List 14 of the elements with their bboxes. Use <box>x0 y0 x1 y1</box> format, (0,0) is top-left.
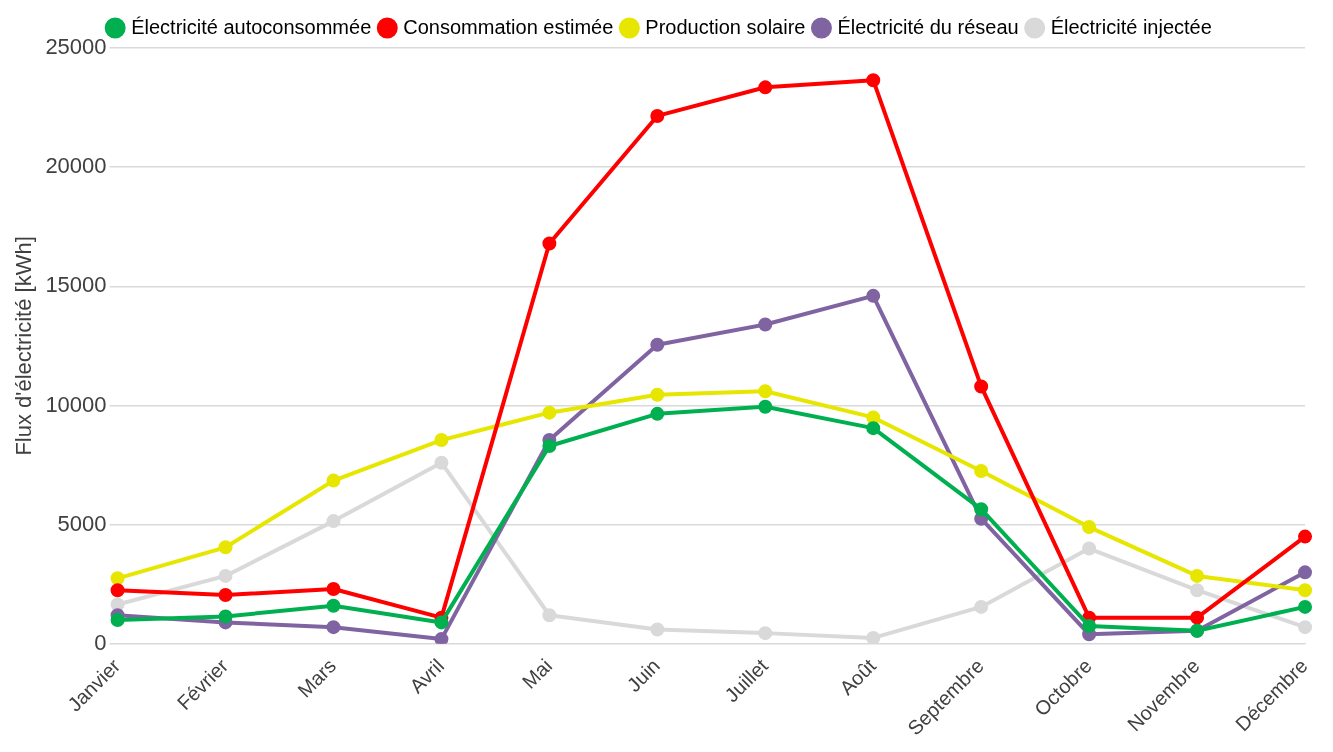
legend-label: Consommation estimée <box>403 15 614 38</box>
legend-label: Électricité injectée <box>1050 15 1212 38</box>
legend-label: Production solaire <box>645 15 806 38</box>
y-tick-label: 5000 <box>57 510 107 536</box>
y-tick-label: 0 <box>94 629 107 655</box>
y-tick-label: 25000 <box>45 34 107 60</box>
x-tick-label: Juin <box>622 654 665 697</box>
y-axis-title: Flux d'électricité [kWh] <box>11 236 37 456</box>
y-tick-label: 15000 <box>45 272 107 298</box>
y-tick-label: 20000 <box>45 153 107 179</box>
x-tick-label: Mai <box>517 654 557 693</box>
legend-label: Électricité du réseau <box>837 15 1019 38</box>
legend-label: Électricité autoconsommée <box>131 15 372 38</box>
y-tick-label: 10000 <box>45 391 107 417</box>
